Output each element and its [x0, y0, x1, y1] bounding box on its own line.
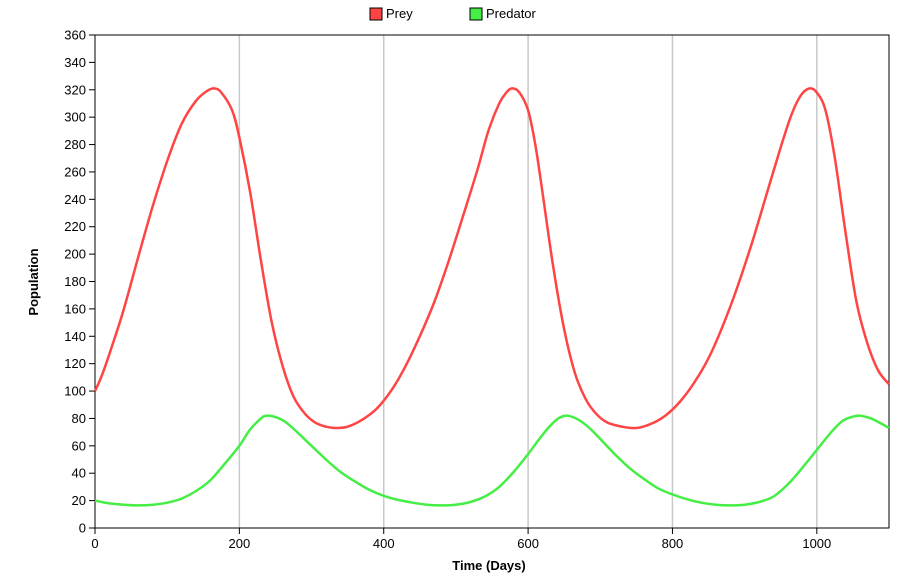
x-tick-label: 800: [662, 536, 684, 551]
series-layer: [93, 87, 890, 507]
legend-label-predator: Predator: [486, 6, 537, 21]
y-tick-label: 60: [72, 438, 86, 453]
y-tick-label: 260: [64, 164, 86, 179]
y-tick-label: 240: [64, 192, 86, 207]
legend-swatch-prey: [369, 7, 383, 21]
y-tick-label: 40: [72, 466, 86, 481]
x-tick-label: 600: [517, 536, 539, 551]
y-tick-label: 180: [64, 274, 86, 289]
y-tick-label: 0: [79, 521, 86, 536]
series-line-predator: [94, 414, 890, 507]
y-axis: 0 20 40 60 80 100 120 140 160 180 200 220 240 260 280 3…: [64, 28, 95, 536]
y-tick-label: 160: [64, 301, 86, 316]
x-tick-label: 1000: [802, 536, 831, 551]
y-tick-label: 120: [64, 356, 86, 371]
y-tick-label: 360: [64, 28, 86, 43]
x-axis: 0 200 400 600 800 1000: [91, 528, 831, 551]
x-axis-title: Time (Days): [452, 558, 525, 573]
y-axis-title: Population: [26, 248, 41, 315]
x-tick-label: 0: [91, 536, 98, 551]
legend-label-prey: Prey: [386, 6, 413, 21]
y-tick-label: 80: [72, 411, 86, 426]
y-tick-label: 200: [64, 247, 86, 262]
y-tick-label: 280: [64, 137, 86, 152]
y-tick-label: 220: [64, 219, 86, 234]
x-tick-label: 200: [229, 536, 251, 551]
y-tick-label: 100: [64, 384, 86, 399]
y-tick-label: 300: [64, 110, 86, 125]
series-line-prey: [93, 87, 890, 430]
legend: Prey Predator: [369, 6, 537, 21]
y-tick-label: 340: [64, 55, 86, 70]
plot-area: [94, 34, 890, 529]
y-tick-label: 320: [64, 82, 86, 97]
y-tick-label: 20: [72, 493, 86, 508]
y-tick-label: 140: [64, 329, 86, 344]
legend-swatch-predator: [469, 7, 483, 21]
x-tick-label: 400: [373, 536, 395, 551]
